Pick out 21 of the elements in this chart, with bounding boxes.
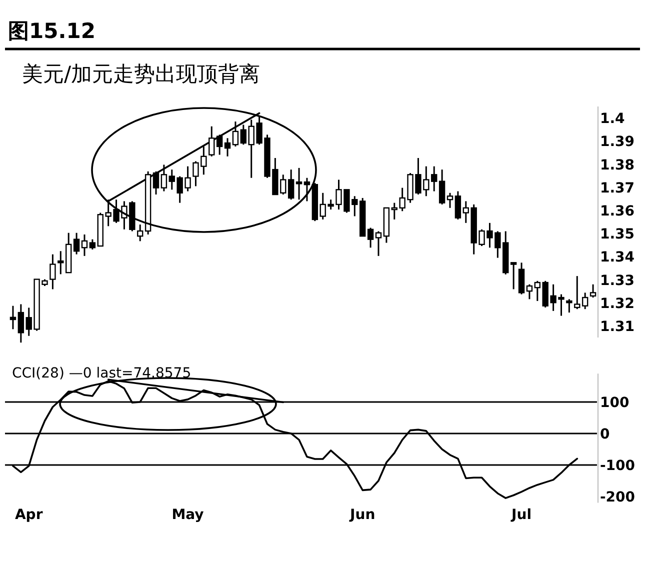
- y-tick-label: -100: [600, 458, 636, 474]
- x-tick-label: Jul: [510, 506, 532, 523]
- y-tick-label: 100: [600, 394, 630, 411]
- y-tick-label: 1.33: [600, 272, 635, 289]
- y-tick-label: 1.39: [600, 134, 635, 150]
- x-tick-label: Jun: [349, 506, 376, 523]
- x-tick-label: May: [172, 506, 204, 523]
- y-tick-label: 1.38: [600, 157, 635, 174]
- x-tick-label: Apr: [14, 506, 43, 523]
- y-tick-label: 1.31: [600, 318, 635, 335]
- chart-subtitle: 美元/加元走势出现顶背离: [22, 62, 260, 86]
- chart-title: 图15.12: [8, 19, 96, 43]
- y-tick-label: -200: [600, 490, 636, 506]
- chart-title: CCI(28) —0 last=74.8575: [12, 366, 192, 382]
- y-tick-label: 0: [600, 426, 610, 442]
- y-tick-label: 1.34: [600, 250, 635, 266]
- y-tick-label: 1.36: [600, 203, 635, 220]
- y-tick-label: 1.35: [600, 226, 635, 243]
- y-tick-label: 1.4: [600, 111, 626, 128]
- y-tick-label: 1.37: [600, 180, 635, 196]
- y-tick-label: 1.32: [600, 296, 635, 312]
